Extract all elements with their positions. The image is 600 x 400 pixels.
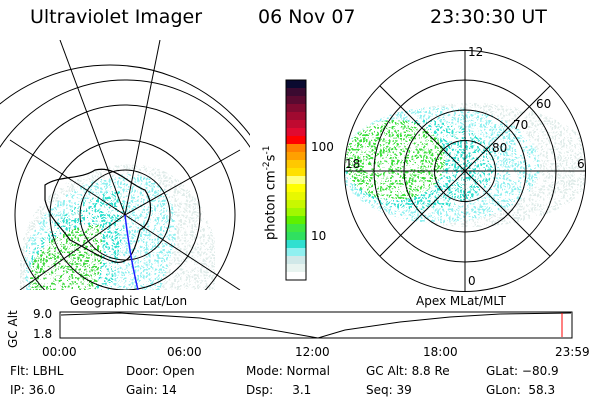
apex-map: [345, 103, 585, 227]
colorbar-swatch: [286, 272, 306, 281]
colorbar-swatch: [286, 160, 306, 169]
colorbar-swatch: [286, 96, 306, 105]
colorbar-swatch: [286, 232, 306, 241]
colorbar: [286, 80, 306, 281]
lat-60: 60: [536, 97, 552, 111]
colorbar-swatch: [286, 216, 306, 225]
colorbar-swatch: [286, 80, 306, 89]
colorbar-swatch: [286, 104, 306, 113]
info-field: Flt: LBHL: [10, 364, 64, 378]
info-field: Gain: 14: [126, 383, 177, 397]
time-label: 23:30:30 UT: [430, 6, 547, 28]
lat-80: 80: [492, 141, 508, 155]
alt-plot-frame: [59, 311, 573, 339]
colorbar-swatch: [286, 168, 306, 177]
info-field: Door: Open: [126, 364, 195, 378]
info-field: GLon: 58.3: [486, 383, 556, 397]
mlt-6: 6: [577, 157, 585, 171]
colorbar-swatch: [286, 248, 306, 257]
lat-70: 70: [513, 118, 529, 132]
colorbar-swatch: [286, 184, 306, 193]
info-field: Dsp: 3.1: [246, 383, 312, 397]
colorbar-swatch: [286, 256, 306, 265]
colorbar-label: photon cm-2s-1: [262, 145, 279, 240]
alt-ytick: 1.8: [33, 327, 53, 341]
mlt-0: 0: [468, 274, 476, 288]
colorbar-swatch: [286, 88, 306, 97]
colorbar-swatch: [286, 136, 306, 145]
info-field: Mode: Normal: [246, 364, 330, 378]
colorbar-swatch: [286, 152, 306, 161]
colorbar-tick-10: 10: [311, 229, 327, 243]
mlt-12: 12: [468, 45, 484, 59]
colorbar-swatch: [286, 264, 306, 273]
alt-xtick: 00:00: [42, 345, 77, 359]
colorbar-swatch: [286, 192, 306, 201]
alt-xtick: 06:00: [167, 345, 202, 359]
polar-grid: [344, 50, 586, 292]
colorbar-swatch: [286, 224, 306, 233]
alt-ytick: 9.0: [33, 307, 53, 321]
alt-xtick: 12:00: [295, 345, 330, 359]
instrument-title: Ultraviolet Imager: [30, 6, 203, 28]
info-field: GLat: −80.9: [486, 364, 559, 378]
colorbar-swatch: [286, 200, 306, 209]
colorbar-swatch: [286, 128, 306, 137]
right-map-label: Apex MLat/MLT: [416, 294, 506, 308]
alt-ylabel: GC Alt: [6, 310, 20, 348]
colorbar-swatch: [286, 176, 306, 185]
colorbar-swatch: [286, 240, 306, 249]
colorbar-swatch: [286, 208, 306, 217]
colorbar-swatch: [286, 144, 306, 153]
geographic-map: [0, 40, 250, 290]
left-map-label: Geographic Lat/Lon: [70, 294, 188, 308]
colorbar-swatch: [286, 112, 306, 121]
mlt-18: 18: [345, 157, 361, 171]
info-field: IP: 36.0: [10, 383, 56, 397]
colorbar-tick-100: 100: [311, 140, 334, 154]
date-label: 06 Nov 07: [258, 6, 356, 28]
alt-xtick: 18:00: [423, 345, 458, 359]
colorbar-swatch: [286, 120, 306, 129]
alt-xtick: 23:59: [555, 345, 590, 359]
info-field: GC Alt: 8.8 Re: [366, 364, 450, 378]
info-field: Seq: 39: [366, 383, 412, 397]
